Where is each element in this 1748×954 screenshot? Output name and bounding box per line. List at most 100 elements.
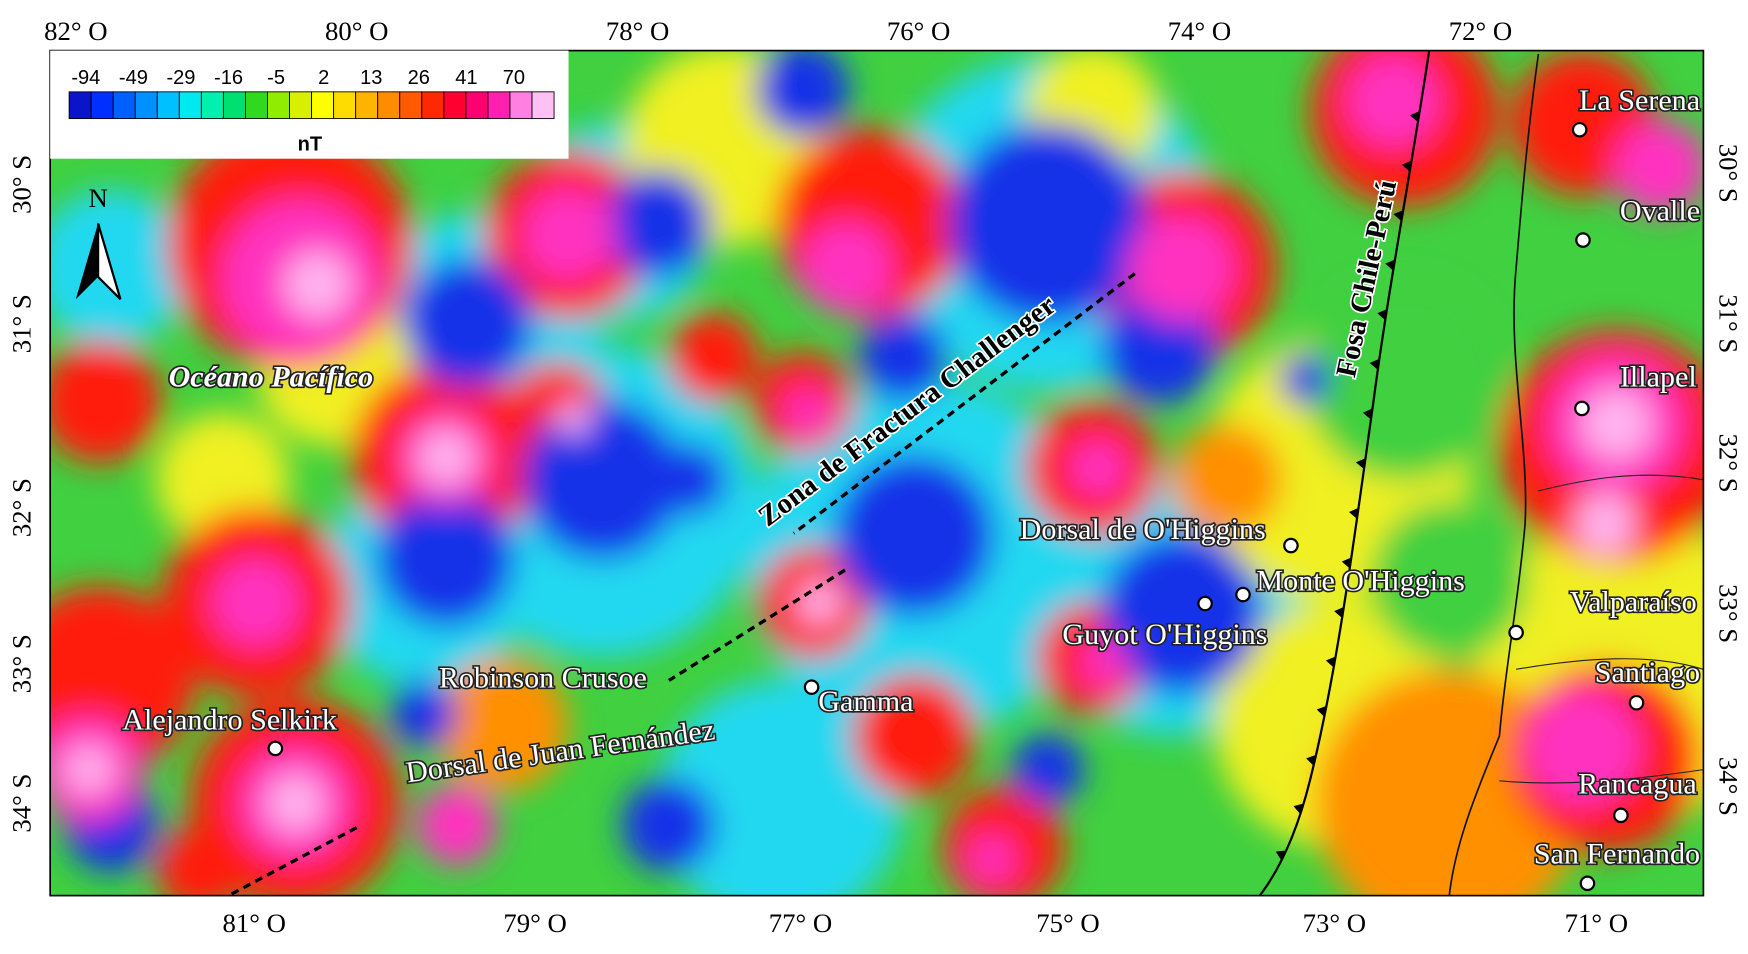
legend: -94 -49 -29 -16 -5 2 13 26 41 70 nT (50, 50, 569, 159)
place-dot (1235, 586, 1251, 603)
colorbar-swatch (267, 91, 290, 120)
right-axis-label: 32° S (1714, 434, 1744, 493)
colorbar-swatch (289, 91, 313, 120)
bottom-axis-label: 81° O (222, 908, 285, 938)
anomaly-blob (783, 388, 833, 438)
colorbar-label: -29 (166, 67, 195, 89)
left-axis-label: 32° S (7, 478, 37, 537)
place-dot (1283, 537, 1299, 554)
left-axis-label: 34° S (7, 774, 37, 833)
trench-tooth (1334, 607, 1344, 619)
anomaly-blob (1614, 120, 1704, 215)
colorbar-swatch (90, 91, 114, 120)
anomaly-blob (967, 834, 1017, 884)
place-label: San Fernando (1534, 836, 1700, 870)
right-axis-label: 33° S (1714, 584, 1744, 643)
place-label: Alejandro Selkirk (122, 703, 338, 737)
anomaly-blob (50, 340, 162, 464)
anomaly-blob (416, 785, 498, 866)
colorbar-label: 70 (503, 67, 525, 89)
anomaly-blob (376, 488, 516, 627)
trench-tooth (1369, 358, 1380, 370)
coastline (1448, 53, 1540, 896)
colorbar-label: 2 (318, 67, 329, 89)
bottom-axis-label: 73° O (1303, 908, 1366, 938)
place-dot (1613, 807, 1629, 824)
place-label: Monte O'Higgins (1256, 563, 1464, 597)
anomaly-blob (434, 658, 569, 792)
colorbar-swatch (443, 91, 467, 120)
place-dot (803, 679, 820, 695)
anomaly-blob (1574, 493, 1637, 556)
map-frame (49, 49, 1705, 897)
place-label: Dorsal de O'Higgins (1020, 512, 1266, 546)
trench-tooth (1377, 309, 1387, 321)
trench-tooth (1385, 259, 1395, 271)
anomaly-blob (1101, 533, 1262, 694)
anomaly-blob (64, 745, 114, 795)
anomaly-blob (1304, 279, 1505, 480)
trench-tooth (1306, 754, 1317, 766)
trench-tooth (1355, 458, 1366, 470)
trench-line (1258, 50, 1431, 896)
trench-tooth (1325, 656, 1336, 668)
anomaly-blob (418, 429, 474, 486)
anomaly-field (50, 50, 1704, 896)
place-label: Gamma (818, 684, 913, 718)
anomaly-blob (1170, 424, 1283, 536)
trench-tooth (1410, 111, 1420, 123)
ocean-label: Océano Pacífico (169, 359, 374, 393)
anomaly-blob (657, 680, 903, 896)
anomaly-blob (1128, 214, 1236, 322)
place-label: Valparaíso (1570, 585, 1697, 619)
anomaly-blob (156, 825, 246, 896)
colorbar-swatch (222, 91, 246, 120)
colorbar-swatch (200, 91, 224, 120)
bottom-axis-label: 77° O (769, 908, 832, 938)
left-axis-label: 31° S (7, 294, 37, 353)
anomaly-blob (1079, 639, 1129, 689)
north-arrow: N (75, 183, 122, 300)
anomaly-blob (800, 221, 895, 315)
anomaly-blob (1580, 388, 1653, 460)
anomaly-blob (1279, 354, 1329, 404)
colorbar-swatch (112, 91, 136, 120)
colorbar-swatch (377, 91, 401, 120)
anomaly-blob (622, 778, 716, 873)
place-label: Santiago (1595, 655, 1700, 689)
trench-tooth (1348, 507, 1359, 519)
colorbar-label: -16 (214, 67, 243, 89)
right-axis-label: 34° S (1714, 757, 1744, 816)
anomaly-blob (1371, 502, 1528, 659)
anomaly-blob (557, 401, 591, 436)
anomaly-blob (521, 187, 616, 282)
trench-tooth (1401, 160, 1412, 172)
anomaly-blob (1315, 669, 1583, 896)
colorbar-swatch (68, 91, 92, 120)
place-dot (1575, 232, 1591, 248)
anomaly-blob (284, 251, 352, 319)
colorbar-swatch (156, 91, 180, 120)
place-dot (1197, 595, 1213, 612)
top-axis-label: 74° O (1168, 16, 1231, 46)
colorbar-swatch (355, 91, 379, 120)
anomaly-blob (390, 680, 458, 748)
trench-tooth (1362, 408, 1373, 420)
anomaly-blob (833, 455, 995, 616)
anomaly-blob (1012, 733, 1084, 806)
right-axis-label: 30° S (1714, 144, 1744, 203)
place-label: La Serena (1579, 83, 1700, 117)
colorbar-swatch (487, 91, 511, 120)
anomaly-blob (1069, 439, 1128, 498)
place-dot (1508, 624, 1524, 641)
colorbar-swatch (421, 91, 445, 120)
colorbar-swatch (531, 91, 555, 120)
anomaly-blob (655, 444, 727, 516)
top-axis-label: 80° O (325, 16, 388, 46)
anomaly-blob (852, 674, 976, 798)
place-dot (267, 740, 284, 757)
anomaly-blob (668, 312, 759, 402)
anomaly-blob (403, 259, 533, 389)
